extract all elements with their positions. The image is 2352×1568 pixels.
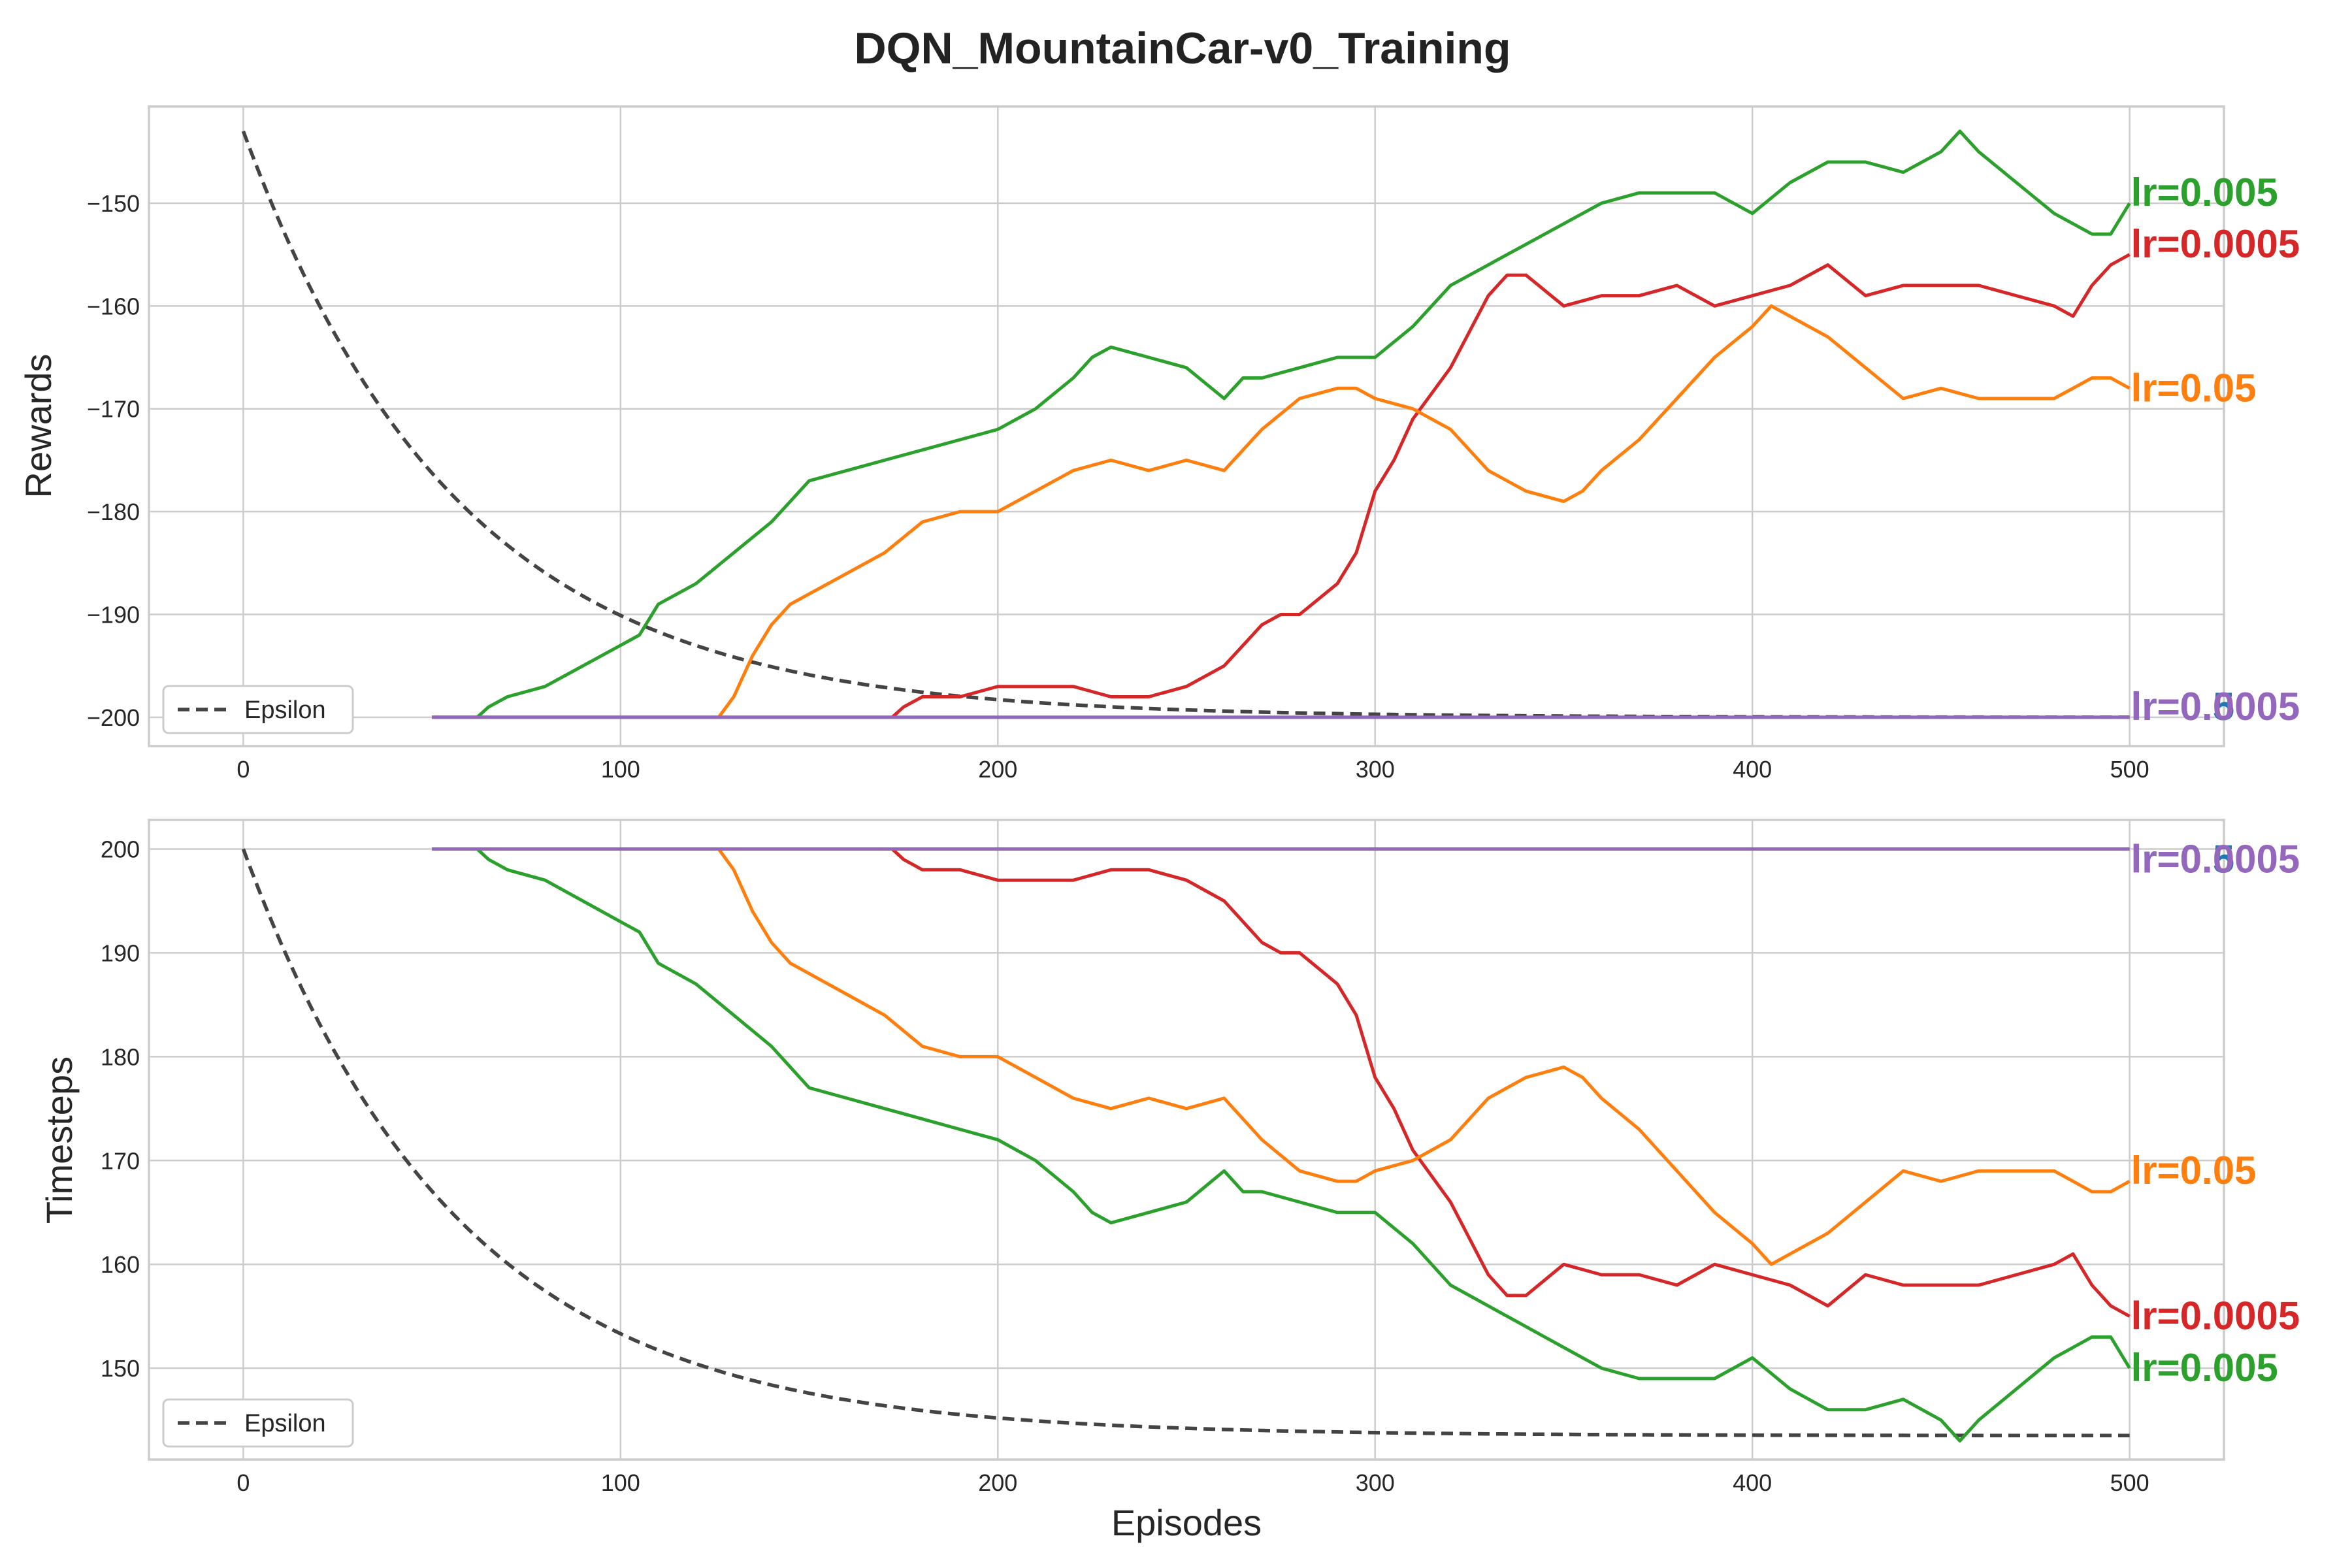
y-tick-label: 160 — [101, 1251, 140, 1278]
legend: Epsilon — [162, 1398, 354, 1448]
y-tick-label: −150 — [87, 190, 140, 217]
series-end-label: lr=0.05 — [2131, 1149, 2257, 1192]
legend-label: Epsilon — [244, 696, 326, 724]
x-tick-label: 0 — [237, 756, 250, 783]
y-tick-label: 170 — [101, 1147, 140, 1174]
axes-frame — [148, 819, 2225, 1461]
rewards-panel: 0 100 200 300 400 500 −200 −190 −180 −170 −160 −150… — [18, 105, 2300, 783]
legend-box — [162, 1398, 354, 1448]
y-tick-label: −170 — [87, 396, 140, 423]
x-tick-label: 100 — [601, 1469, 640, 1496]
series-end-label: lr=0.5 — [2131, 685, 2234, 728]
y-tick-label: 190 — [101, 939, 140, 966]
legend-box — [162, 685, 354, 734]
x-tick-label: 500 — [2110, 1469, 2149, 1496]
series-end-label: lr=0.0005 — [2131, 837, 2300, 881]
legend: Epsilon — [162, 685, 354, 734]
series-line-lr=0.005 — [432, 847, 2131, 1443]
x-tick-label: 200 — [978, 756, 1017, 783]
series-end-label: lr=0.005 — [2131, 171, 2278, 214]
series-line-lr=0.05 — [432, 847, 2131, 1266]
x-tick-label: 100 — [601, 756, 640, 783]
x-tick-label: 0 — [237, 1469, 250, 1496]
x-tick-label: 300 — [1356, 756, 1395, 783]
series-end-label: lr=0.0005 — [2131, 685, 2300, 728]
series-end-label: lr=0.5 — [2131, 837, 2234, 881]
x-tick-label: 500 — [2110, 756, 2149, 783]
y-tick-label: 150 — [101, 1355, 140, 1382]
figure-title: DQN_MountainCar-v0_Training — [854, 24, 1511, 73]
y-tick-label: −190 — [87, 602, 140, 629]
epsilon-line — [241, 848, 2130, 1438]
series-line-lr=0.005 — [432, 129, 2131, 719]
x-tick-label: 300 — [1356, 1469, 1395, 1496]
y-tick-label: 180 — [101, 1043, 140, 1070]
y-tick-label: −160 — [87, 293, 140, 319]
series-line-lr=0.05 — [432, 304, 2131, 719]
x-tick-label: 400 — [1733, 756, 1772, 783]
series-end-label: lr=0.005 — [2131, 1346, 2278, 1390]
x-axis-label: Episodes — [1111, 1502, 1262, 1543]
series-line-lr=0.0005 — [432, 847, 2131, 1318]
axes-frame — [148, 105, 2225, 747]
x-tick-label: 200 — [978, 1469, 1017, 1496]
legend-label: Epsilon — [244, 1410, 326, 1437]
series-end-label: lr=0.0005 — [2131, 1294, 2300, 1338]
y-tick-label: −180 — [87, 498, 140, 525]
timesteps-panel: 0 100 200 300 400 500 150 160 170 180 190 200 Timest… — [39, 819, 2300, 1543]
y-tick-label: 200 — [101, 836, 140, 863]
series-line-lr=0.0005 — [432, 253, 2131, 719]
series-end-label: lr=0.05 — [2131, 366, 2257, 410]
y-axis-label: Timesteps — [39, 1056, 80, 1224]
y-axis-label: Rewards — [18, 354, 59, 498]
series-end-label: lr=0.0005 — [2131, 222, 2300, 266]
y-tick-label: −200 — [87, 704, 140, 731]
x-tick-label: 400 — [1733, 1469, 1772, 1496]
